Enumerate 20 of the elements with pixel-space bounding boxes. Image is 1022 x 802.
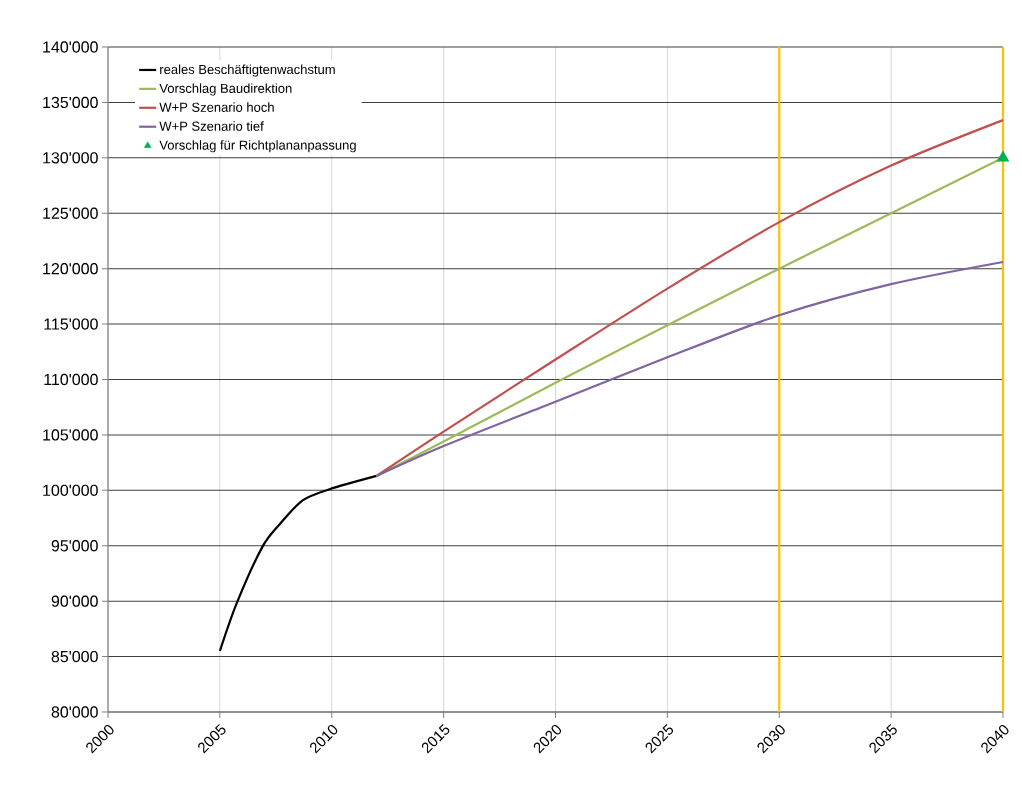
y-tick-label: 135'000 <box>43 96 98 109</box>
line-series <box>218 474 378 653</box>
y-tick-label: 80'000 <box>51 706 98 718</box>
y-tick-label: 105'000 <box>43 429 98 441</box>
y-tick-label: 120'000 <box>43 263 98 275</box>
legend-label: W+P Szenario hoch <box>159 102 274 112</box>
y-tick-label: 85'000 <box>51 650 98 663</box>
y-tick-label: 130'000 <box>43 152 98 164</box>
y-tick-label: 115'000 <box>44 318 98 330</box>
y-tick-label: 110'000 <box>44 373 98 386</box>
y-tick-label: 140'000 <box>43 41 98 53</box>
legend-label: Vorschlag für Richtplananpassung <box>159 140 356 153</box>
legend-label: Vorschlag Baudirektion <box>159 83 292 96</box>
y-tick-label: 100'000 <box>43 484 98 496</box>
y-tick-label: 125'000 <box>43 207 98 219</box>
legend-label: W+P Szenario tief <box>159 121 264 131</box>
y-tick-label: 95'000 <box>51 540 98 552</box>
line-series <box>375 260 1005 478</box>
legend-label: reales Beschäftigtenwachstum <box>160 64 335 77</box>
y-tick-label: 90'000 <box>51 595 98 607</box>
